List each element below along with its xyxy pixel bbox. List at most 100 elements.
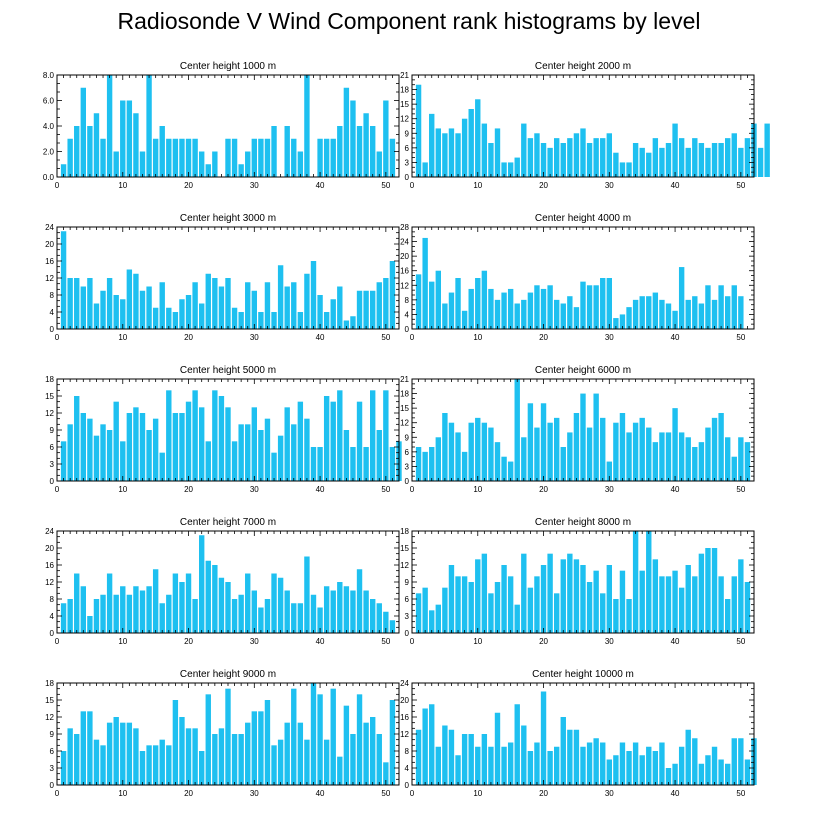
bar-rank-20 (540, 288, 547, 329)
bar-rank-41 (678, 746, 685, 785)
x-tick-label: 40 (316, 333, 325, 342)
bar-rank-10 (120, 722, 126, 785)
bar-rank-12 (133, 728, 139, 785)
panel-title: Center height 1000 m (180, 61, 276, 72)
x-tick-label: 10 (118, 789, 127, 798)
bar-rank-49 (731, 576, 737, 633)
bar-rank-23 (205, 560, 211, 633)
bar-rank-45 (350, 590, 356, 633)
bar-rank-12 (488, 427, 494, 481)
bar-rank-26 (580, 128, 586, 177)
bar-rank-3 (74, 396, 80, 481)
y-tick-label: 3 (405, 612, 410, 621)
bar-rank-36 (291, 603, 297, 633)
bar-rank-40 (672, 408, 678, 481)
bar-rank-32 (264, 282, 271, 329)
bar-rank-47 (363, 290, 369, 329)
bar-rank-3 (74, 734, 80, 785)
bar-rank-14 (146, 430, 152, 481)
bar-rank-42 (685, 147, 691, 177)
bar-rank-24 (567, 553, 573, 633)
bar-rank-15 (152, 418, 159, 481)
y-tick-label: 15 (400, 404, 409, 413)
x-tick-label: 20 (539, 637, 548, 646)
bar-rank-8 (106, 75, 113, 177)
bar-rank-20 (540, 565, 547, 633)
x-tick-label: 20 (184, 181, 193, 190)
y-tick-label: 21 (400, 375, 409, 384)
histogram-panel-1: Center height 1000 m 0 10 20 30 40 50 0.0 2.0 4.0… (43, 61, 400, 190)
x-tick-label: 20 (184, 333, 193, 342)
bar-rank-39 (310, 594, 317, 633)
x-tick-label: 30 (605, 637, 614, 646)
bar-rank-6 (93, 303, 100, 329)
bar-rank-12 (488, 746, 494, 785)
bar-rank-11 (126, 413, 133, 481)
bar-rank-47 (718, 143, 724, 177)
bar-rank-40 (317, 295, 323, 329)
bar-rank-45 (705, 548, 711, 633)
bar-rank-11 (481, 422, 488, 481)
bar-rank-45 (350, 734, 356, 785)
bar-rank-35 (639, 147, 645, 177)
bar-rank-25 (218, 577, 225, 633)
bar-rank-23 (560, 559, 566, 633)
bar-rank-13 (139, 151, 146, 177)
y-tick-label: 18 (45, 679, 54, 688)
bar-rank-3 (74, 573, 80, 633)
bar-rank-20 (185, 138, 192, 177)
bar-rank-37 (297, 401, 304, 481)
x-tick-label: 20 (184, 789, 193, 798)
bar-rank-41 (678, 432, 685, 481)
bar-rank-41 (323, 396, 330, 481)
x-tick-label: 20 (539, 789, 548, 798)
bar-rank-7 (100, 290, 106, 329)
bar-rank-10 (475, 417, 481, 481)
bar-rank-45 (705, 285, 711, 329)
bar-rank-8 (106, 722, 113, 785)
bar-rank-25 (573, 559, 580, 633)
bar-rank-11 (126, 269, 133, 329)
bar-rank-41 (678, 138, 685, 177)
bar-rank-17 (166, 138, 172, 177)
bar-rank-31 (258, 607, 264, 633)
bar-rank-19 (179, 138, 185, 177)
x-tick-label: 0 (55, 485, 60, 494)
bar-rank-47 (363, 113, 369, 177)
bar-rank-16 (159, 739, 165, 785)
bar-rank-36 (646, 531, 652, 633)
bar-rank-32 (264, 599, 271, 633)
y-tick-label: 6 (50, 443, 55, 452)
y-tick-label: 6 (405, 448, 410, 457)
bar-rank-8 (106, 430, 113, 481)
bar-rank-4 (80, 286, 86, 329)
bar-rank-51 (389, 700, 396, 785)
bar-rank-43 (692, 296, 698, 329)
x-tick-label: 0 (55, 333, 60, 342)
bar-rank-50 (383, 611, 389, 633)
bar-rank-9 (468, 109, 474, 177)
bar-rank-18 (172, 138, 179, 177)
y-tick-label: 18 (400, 527, 409, 536)
bar-rank-28 (238, 594, 244, 633)
x-tick-label: 50 (736, 789, 745, 798)
bar-rank-29 (245, 573, 251, 633)
bar-rank-45 (705, 427, 711, 481)
y-tick-label: 16 (45, 561, 54, 570)
y-tick-label: 20 (400, 252, 409, 261)
bar-rank-5 (442, 133, 448, 177)
bar-rank-18 (172, 573, 179, 633)
x-tick-label: 50 (736, 485, 745, 494)
bar-rank-44 (698, 303, 705, 329)
bar-rank-40 (317, 447, 323, 481)
bar-rank-11 (126, 722, 133, 785)
bar-rank-44 (343, 705, 350, 785)
bar-rank-19 (534, 742, 540, 785)
panel-title: Center height 9000 m (180, 669, 276, 680)
bar-rank-49 (376, 430, 382, 481)
bar-rank-28 (593, 738, 599, 785)
bar-rank-20 (185, 401, 192, 481)
bar-rank-13 (139, 590, 146, 633)
x-tick-label: 10 (473, 333, 482, 342)
bar-rank-27 (231, 734, 238, 785)
